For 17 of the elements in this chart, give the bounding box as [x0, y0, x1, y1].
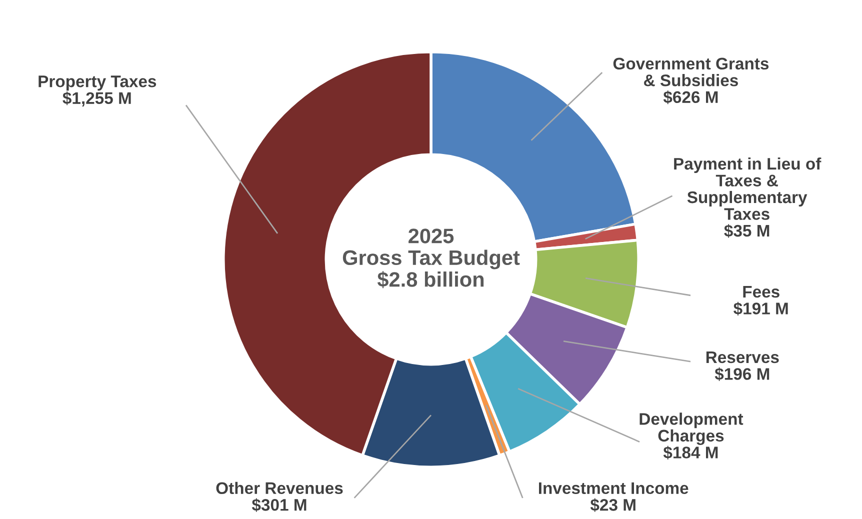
slice-label: Property Taxes [38, 76, 156, 91]
data-label: $184 M [663, 446, 718, 460]
text: 2025 Gross Tax Budget $2.8 billion [342, 228, 520, 288]
slice-label: Payment in Lieu of Taxes & Supplementary Taxes [674, 157, 822, 220]
data-label: $35 M [724, 224, 770, 238]
data-label: $196 M [714, 367, 770, 381]
data-label: $301 M [252, 498, 306, 512]
slice-label: Reserves [706, 352, 779, 364]
data-label: $626 M [663, 90, 718, 104]
slice-label: Other Revenues [216, 482, 343, 494]
data-label: $23 M [590, 498, 636, 512]
slice-label: Government Grants & Subsidies [613, 58, 769, 86]
data-label: $191 M [734, 302, 788, 316]
slice-label: Development Charges [640, 412, 744, 445]
slice-label: Investment Income [538, 482, 688, 494]
data-label: $1,255 M [62, 91, 131, 106]
slice-label: Fees [743, 286, 780, 298]
